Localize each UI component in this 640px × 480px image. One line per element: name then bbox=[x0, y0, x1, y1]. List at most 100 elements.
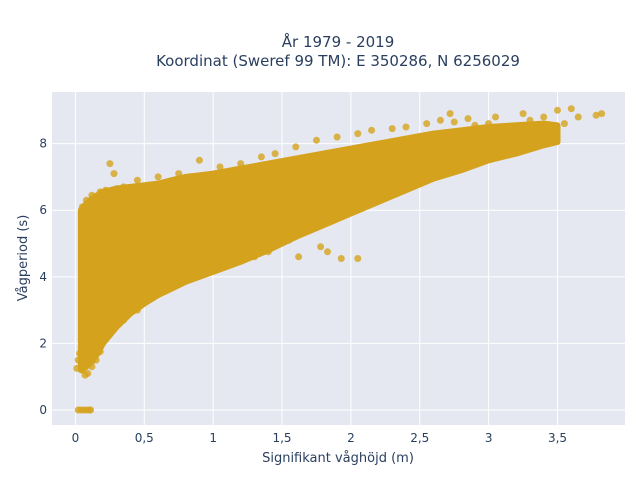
data-point bbox=[106, 329, 114, 337]
data-point bbox=[313, 136, 320, 144]
x-tick-label: 1 bbox=[209, 431, 217, 445]
y-tick-label: 8 bbox=[39, 137, 47, 151]
data-point bbox=[209, 200, 217, 208]
data-point bbox=[402, 123, 410, 131]
data-point bbox=[492, 113, 499, 121]
data-point bbox=[78, 203, 86, 211]
data-point bbox=[409, 166, 417, 174]
data-point bbox=[567, 105, 575, 113]
x-tick-label: 3 bbox=[485, 431, 493, 445]
data-point bbox=[96, 341, 104, 349]
data-point bbox=[324, 248, 331, 256]
data-point bbox=[388, 178, 396, 186]
data-point bbox=[598, 110, 606, 118]
data-point bbox=[189, 273, 196, 281]
data-point bbox=[257, 153, 265, 161]
x-axis-title: Signifikant våghöjd (m) bbox=[262, 451, 414, 466]
data-point bbox=[102, 186, 110, 194]
data-point bbox=[388, 125, 396, 133]
data-point bbox=[230, 193, 238, 201]
data-point bbox=[88, 191, 96, 199]
data-point bbox=[161, 285, 169, 292]
data-point bbox=[464, 115, 472, 123]
data-point bbox=[295, 253, 303, 261]
data-point bbox=[251, 186, 258, 194]
data-point bbox=[543, 138, 550, 146]
data-point bbox=[237, 160, 245, 168]
y-tick-label: 6 bbox=[39, 203, 47, 217]
data-point bbox=[73, 364, 81, 372]
data-point bbox=[450, 118, 458, 126]
data-point bbox=[436, 116, 444, 124]
data-point bbox=[471, 143, 479, 151]
data-point bbox=[278, 180, 286, 188]
data-point bbox=[361, 153, 369, 161]
data-point bbox=[147, 295, 155, 302]
x-tick-label: 2 bbox=[347, 431, 355, 445]
data-point bbox=[189, 206, 196, 214]
data-point bbox=[368, 126, 376, 134]
data-point bbox=[498, 126, 506, 134]
data-point bbox=[423, 120, 431, 128]
data-point bbox=[471, 130, 479, 138]
data-point bbox=[133, 306, 141, 314]
data-point bbox=[127, 230, 134, 237]
data-point bbox=[430, 158, 437, 166]
data-point bbox=[388, 146, 396, 154]
data-point bbox=[547, 130, 555, 138]
data-point bbox=[237, 256, 245, 264]
data-point bbox=[120, 316, 128, 324]
data-point bbox=[306, 220, 314, 227]
data-point bbox=[512, 145, 520, 153]
tick-labels: 0 0,5 1 1,5 2 2,5 3 3,5 0 2 4 6 8 bbox=[39, 137, 567, 445]
data-point bbox=[592, 111, 600, 119]
data-point bbox=[519, 110, 527, 118]
data-point bbox=[337, 255, 345, 262]
data-point bbox=[317, 243, 325, 251]
x-tick-label: 2,5 bbox=[410, 431, 429, 445]
chart-title-line-1: År 1979 - 2019 bbox=[282, 32, 395, 51]
data-point bbox=[195, 156, 203, 164]
data-point bbox=[471, 121, 479, 129]
y-axis-title: Vågperiod (s) bbox=[16, 215, 31, 302]
data-point bbox=[168, 213, 176, 221]
data-point bbox=[202, 266, 210, 274]
data-point bbox=[368, 186, 376, 194]
y-tick-label: 2 bbox=[39, 336, 47, 350]
data-point bbox=[106, 160, 114, 168]
data-point bbox=[574, 113, 582, 121]
x-tick-label: 0 bbox=[72, 431, 80, 445]
data-point bbox=[175, 170, 183, 178]
data-point bbox=[82, 196, 90, 204]
data-point bbox=[96, 348, 104, 356]
data-point bbox=[560, 120, 568, 128]
data-point bbox=[443, 133, 451, 141]
data-point bbox=[76, 349, 83, 357]
data-point bbox=[271, 150, 279, 158]
data-point bbox=[540, 113, 548, 121]
data-point bbox=[446, 110, 454, 118]
x-tick-label: 3,5 bbox=[548, 431, 567, 445]
data-point bbox=[306, 170, 314, 178]
chart-title-line-2: Koordinat (Sweref 99 TM): E 350286, N 62… bbox=[156, 52, 520, 70]
data-point bbox=[512, 123, 520, 131]
data-point bbox=[354, 255, 362, 262]
data-point bbox=[333, 160, 341, 168]
data-point bbox=[285, 236, 293, 244]
data-point bbox=[120, 183, 128, 191]
data-point bbox=[113, 185, 121, 193]
data-point bbox=[533, 121, 541, 129]
data-point bbox=[554, 106, 561, 114]
x-tick-label: 0,5 bbox=[135, 431, 154, 445]
data-point bbox=[292, 143, 300, 151]
data-point bbox=[84, 369, 92, 377]
data-point bbox=[347, 196, 355, 204]
data-point bbox=[87, 406, 95, 414]
data-point bbox=[133, 176, 141, 184]
y-tick-label: 4 bbox=[39, 270, 47, 284]
data-point bbox=[264, 248, 272, 256]
data-point bbox=[110, 170, 118, 178]
data-point bbox=[96, 188, 104, 196]
data-points bbox=[73, 105, 606, 414]
data-point bbox=[147, 220, 155, 227]
